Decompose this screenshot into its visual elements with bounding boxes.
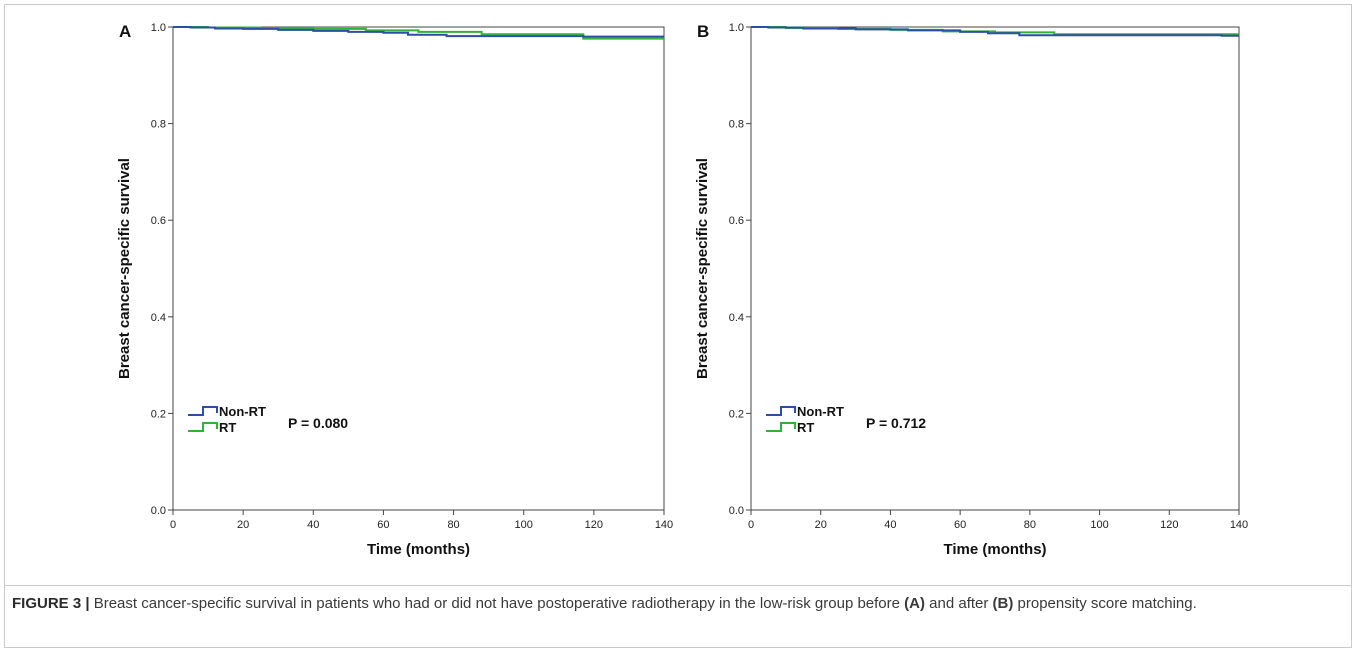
y-tick-label: 0.0 xyxy=(151,505,166,517)
caption-text-1: Breast cancer-specific survival in patie… xyxy=(89,595,905,612)
series-line-non-rt xyxy=(751,26,1239,37)
legend-symbol-non-rt xyxy=(766,406,796,416)
legend-symbol-non-rt xyxy=(188,406,218,416)
x-tick-label: 60 xyxy=(954,519,966,531)
x-tick-label: 20 xyxy=(815,519,827,531)
plot-area-frame xyxy=(172,26,665,511)
x-tick-label: 140 xyxy=(655,519,673,531)
x-axis-title: Time (months) xyxy=(367,541,470,558)
x-tick-label: 60 xyxy=(377,519,389,531)
x-tick-label: 20 xyxy=(237,519,249,531)
x-axis-title: Time (months) xyxy=(943,541,1046,558)
x-tick-label: 0 xyxy=(748,519,754,531)
figure-frame xyxy=(4,4,1352,648)
legend-label-rt: RT xyxy=(797,420,814,435)
x-tick-label: 120 xyxy=(1160,519,1178,531)
legend-label-non-rt: Non-RT xyxy=(219,404,266,419)
caption-text-3: propensity score matching. xyxy=(1013,595,1197,612)
legend-symbol-rt xyxy=(188,422,218,432)
y-tick-label: 0.4 xyxy=(729,312,744,324)
y-tick-label: 0.2 xyxy=(729,408,744,420)
y-axis-title: Breast cancer-specific survival xyxy=(116,158,133,379)
caption-ref-b: (B) xyxy=(992,595,1014,612)
x-tick-label: 100 xyxy=(1090,519,1108,531)
y-tick-label: 0.0 xyxy=(729,505,744,517)
p-value-annotation: P = 0.080 xyxy=(288,415,348,431)
panel-label: A xyxy=(119,22,131,41)
p-value-annotation: P = 0.712 xyxy=(866,415,926,431)
y-tick-label: 1.0 xyxy=(729,22,744,34)
panel-label: B xyxy=(697,22,709,41)
chart-panel-b: 0.0 0.2 0.4 0.6 0.8 1.0 0 20 40 60 80 100 120 140 Time… xyxy=(694,22,1248,558)
plot-area-frame xyxy=(750,26,1240,511)
chart-panel-a: 0.0 0.2 0.4 0.6 0.8 1.0 0 20 40 60 80 100 120 140 Time… xyxy=(116,22,673,558)
y-tick-label: 1.0 xyxy=(151,22,166,34)
y-tick-label: 0.6 xyxy=(729,215,744,227)
caption-text-2: and after xyxy=(924,595,993,612)
figure-charts: 0.0 0.2 0.4 0.6 0.8 1.0 0 20 40 60 80 100 120 140 Time… xyxy=(116,22,1248,558)
x-tick-label: 140 xyxy=(1230,519,1248,531)
y-tick-label: 0.2 xyxy=(151,408,166,420)
legend-label-rt: RT xyxy=(219,420,236,435)
x-tick-label: 100 xyxy=(515,519,533,531)
y-tick-label: 0.8 xyxy=(729,119,744,131)
y-tick-label: 0.4 xyxy=(151,312,166,324)
legend-label-non-rt: Non-RT xyxy=(797,404,844,419)
x-tick-label: 40 xyxy=(307,519,319,531)
series-line-non-rt xyxy=(173,26,664,38)
figure-caption: FIGURE 3 | Breast cancer-specific surviv… xyxy=(12,593,1347,615)
caption-label: FIGURE 3 | xyxy=(12,595,90,612)
legend-symbol-rt xyxy=(766,422,796,432)
caption-ref-a: (A) xyxy=(904,595,925,612)
y-tick-label: 0.6 xyxy=(151,215,166,227)
y-axis-title: Breast cancer-specific survival xyxy=(694,158,711,379)
x-tick-label: 0 xyxy=(170,519,176,531)
y-tick-label: 0.8 xyxy=(151,119,166,131)
x-tick-label: 80 xyxy=(1024,519,1036,531)
x-tick-label: 120 xyxy=(585,519,603,531)
caption-divider xyxy=(5,585,1351,586)
x-tick-label: 40 xyxy=(884,519,896,531)
x-tick-label: 80 xyxy=(447,519,459,531)
